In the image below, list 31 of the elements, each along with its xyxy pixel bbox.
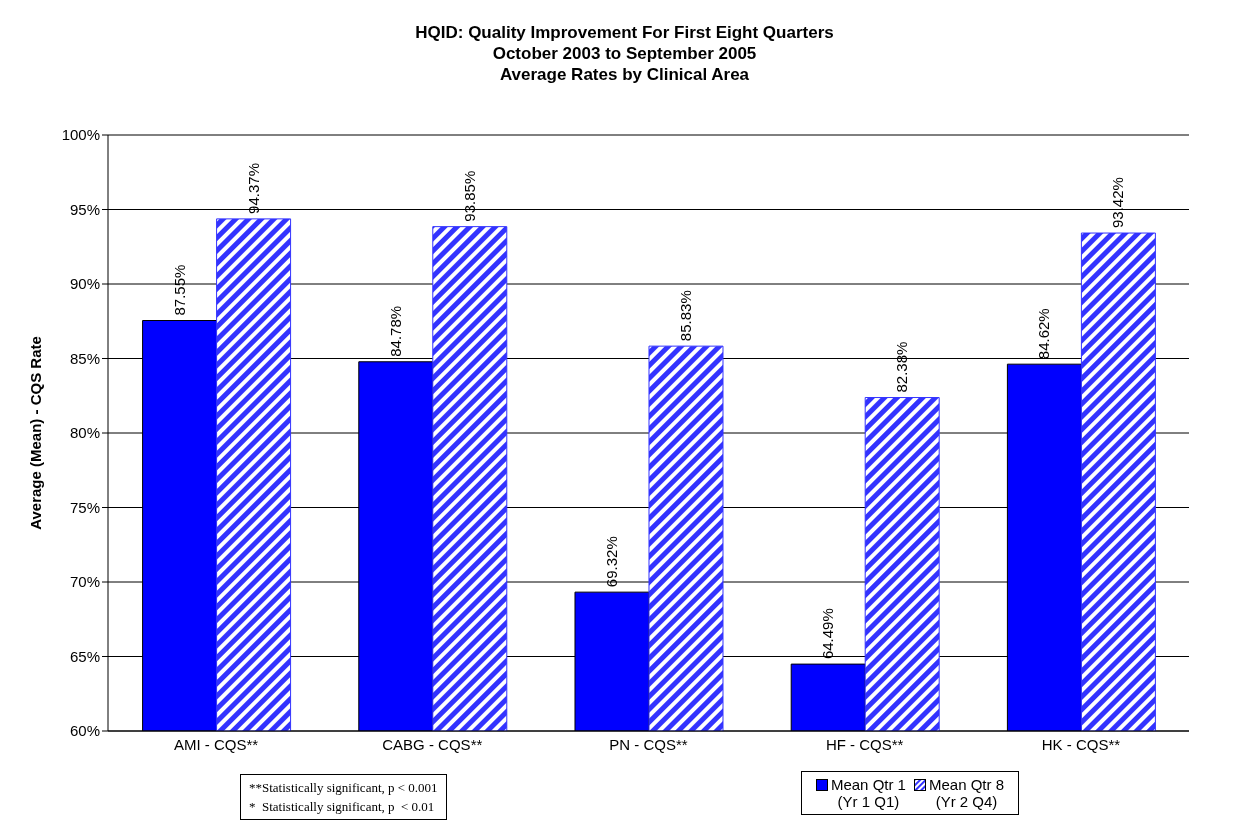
data-label: 93.85%: [460, 170, 478, 222]
text: Mean Qtr 8 (Yr 2 Q4): [928, 776, 1004, 810]
data-label: 93.42%: [1109, 177, 1127, 229]
x-tick-label: PN - CQS**: [609, 735, 688, 753]
legend-label: Mean Qtr 1 (Yr 1 Q1): [830, 776, 906, 810]
chart-title: HQID: Quality Improvement For First Eight Quarters: [414, 22, 835, 43]
data-label: 64.49%: [819, 608, 837, 660]
y-tick-label: 80%: [69, 424, 100, 442]
y-tick-label: 75%: [69, 498, 100, 516]
data-label: 69.32%: [602, 536, 620, 588]
data-label: 84.78%: [386, 305, 404, 357]
x-tick-label: CABG - CQS**: [382, 735, 483, 753]
data-label: 85.83%: [676, 290, 694, 342]
data-label: 84.62%: [1035, 308, 1053, 360]
x-tick-label: AMI - CQS**: [174, 735, 259, 753]
chart-subtitle: October 2003 to September 2005 Average Rates by Clinical Area: [491, 43, 758, 85]
y-tick-label: 60%: [69, 722, 100, 740]
y-tick-label: 70%: [69, 573, 100, 591]
x-tick-label: HF - CQS**: [825, 735, 904, 753]
text: * Statistically significant, p < 0.01: [249, 798, 436, 816]
y-tick-label: 65%: [69, 647, 100, 665]
text: **Statistically significant, p < 0.001: [249, 779, 438, 797]
y-tick-label: 85%: [69, 349, 100, 367]
data-label: 82.38%: [893, 341, 911, 393]
y-tick-label: 95%: [69, 200, 100, 218]
data-label: 94.37%: [244, 163, 262, 214]
y-tick-label: 90%: [69, 275, 100, 293]
x-tick-label: HK - CQS**: [1041, 735, 1121, 753]
data-label: 87.55%: [170, 264, 188, 316]
y-tick-label: 100%: [61, 126, 100, 144]
y-axis-title: Average (Mean) - CQS Rate: [27, 336, 45, 530]
